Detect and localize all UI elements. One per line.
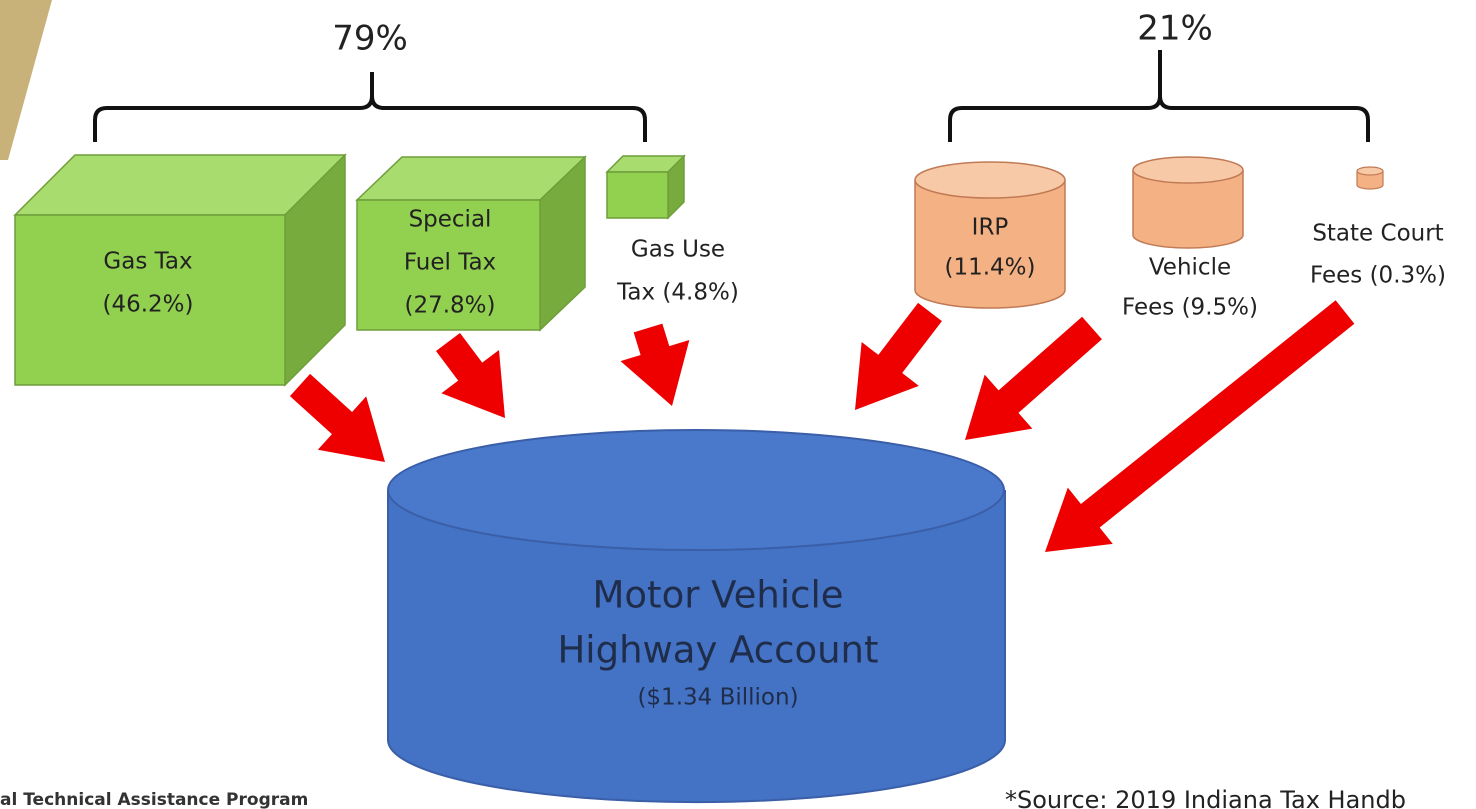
node-label: Fuel Tax bbox=[404, 250, 496, 276]
node-label: Tax (4.8%) bbox=[616, 280, 739, 306]
node-label: Special bbox=[409, 207, 492, 233]
gas-use-box bbox=[607, 156, 684, 218]
node-label: Vehicle bbox=[1149, 255, 1231, 281]
brace-right bbox=[950, 50, 1368, 142]
flow-arrow bbox=[855, 303, 942, 410]
node-label: Fees (9.5%) bbox=[1122, 295, 1258, 321]
diagram: 79% 21% Gas Tax (46.2%) Special Fuel Tax… bbox=[0, 0, 1476, 809]
footer-program: al Technical Assistance Program bbox=[0, 790, 308, 809]
flow-arrow bbox=[621, 324, 690, 406]
node-label: (27.8%) bbox=[404, 293, 495, 319]
decor-stripe bbox=[0, 0, 52, 160]
court-fees-cylinder bbox=[1357, 167, 1383, 189]
account-label: Motor Vehicle bbox=[593, 574, 844, 617]
node-label: (11.4%) bbox=[944, 255, 1035, 281]
brace-left bbox=[95, 72, 645, 142]
flow-arrow bbox=[290, 374, 385, 462]
flow-arrow bbox=[965, 317, 1102, 440]
node-label: IRP bbox=[972, 215, 1009, 241]
node-label: Fees (0.3%) bbox=[1310, 263, 1446, 289]
node-label: Gas Use bbox=[631, 237, 725, 263]
node-label: (46.2%) bbox=[102, 292, 193, 318]
vehicle-fees-cylinder bbox=[1133, 157, 1243, 248]
group-share: 79% bbox=[332, 19, 408, 59]
account-label: Highway Account bbox=[557, 629, 878, 672]
node-label: Gas Tax bbox=[103, 249, 192, 275]
flow-arrow bbox=[436, 333, 505, 418]
node-label: State Court bbox=[1312, 221, 1443, 247]
footer-source: *Source: 2019 Indiana Tax Handb bbox=[1005, 786, 1406, 809]
account-amount: ($1.34 Billion) bbox=[637, 685, 798, 711]
group-share: 21% bbox=[1137, 9, 1213, 49]
